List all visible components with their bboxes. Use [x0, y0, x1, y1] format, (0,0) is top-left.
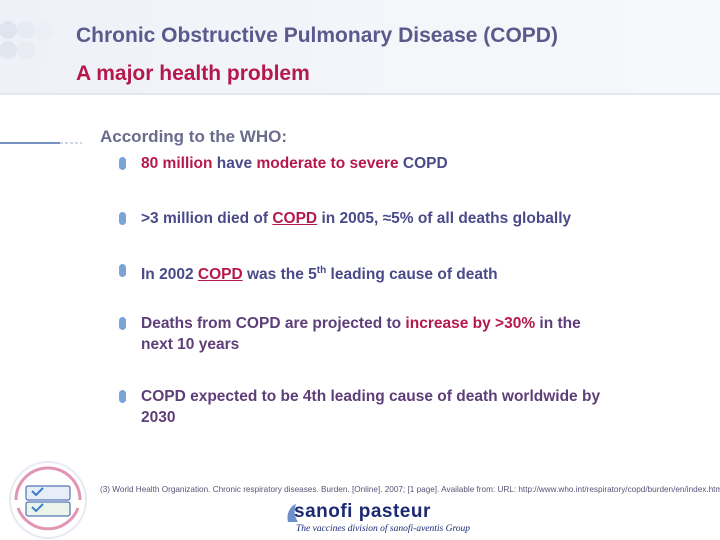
header-divider	[0, 93, 720, 95]
bullet-text: COPD	[272, 210, 318, 227]
decorative-rule	[0, 142, 82, 144]
bullet-marker	[119, 317, 126, 330]
bullet-text: leading cause of death	[326, 266, 498, 284]
bullet-text: in 2005, ≈5% of all deaths globally	[317, 210, 572, 227]
bullet-text: >3 million died of	[141, 210, 273, 227]
bullet-item-3: In 2002 COPD was the 5th leading cause o…	[119, 260, 659, 285]
bullet-text: increase by >30%	[405, 315, 536, 332]
bullet-superscript: th	[316, 265, 327, 276]
bullet-text: moderate to severe	[256, 155, 399, 172]
footnote-reference: (3) World Health Organization. Chronic r…	[100, 485, 720, 494]
bullet-item-4: Deaths from COPD are projected to increa…	[119, 313, 659, 355]
bullet-text: have	[212, 155, 257, 172]
bullet-text: 2030	[141, 409, 176, 426]
bullet-text: was the 5	[242, 266, 317, 284]
bullet-item-2: >3 million died of COPD in 2005, ≈5% of …	[119, 208, 659, 229]
bullet-text: next 10 years	[141, 336, 240, 353]
bullet-marker	[119, 264, 126, 277]
bullet-text: COPD expected to be 4th leading cause of…	[141, 388, 601, 405]
bullet-marker	[119, 212, 126, 225]
bullet-text: in the	[535, 315, 581, 332]
bullet-text: In 2002	[141, 266, 198, 284]
slide-subtitle: A major health problem	[76, 62, 310, 85]
bullet-text: 80 million	[141, 155, 213, 172]
bullet-text: COPD	[197, 266, 243, 284]
bullet-text: Deaths from COPD are projected to	[141, 315, 406, 332]
slide-title: Chronic Obstructive Pulmonary Disease (C…	[76, 24, 558, 47]
bullet-item-1: 80 million have moderate to severe COPD	[119, 153, 659, 174]
sanofi-pasteur-logo	[287, 504, 298, 522]
bullet-item-5: COPD expected to be 4th leading cause of…	[119, 386, 659, 428]
bullet-marker	[119, 390, 126, 403]
decorative-dots	[0, 21, 70, 59]
bullet-marker	[119, 157, 126, 170]
vaccine-seal-logo	[9, 461, 87, 539]
bullet-text: COPD	[398, 155, 448, 172]
slide-header	[0, 0, 720, 95]
intro-text: According to the WHO:	[100, 127, 287, 146]
